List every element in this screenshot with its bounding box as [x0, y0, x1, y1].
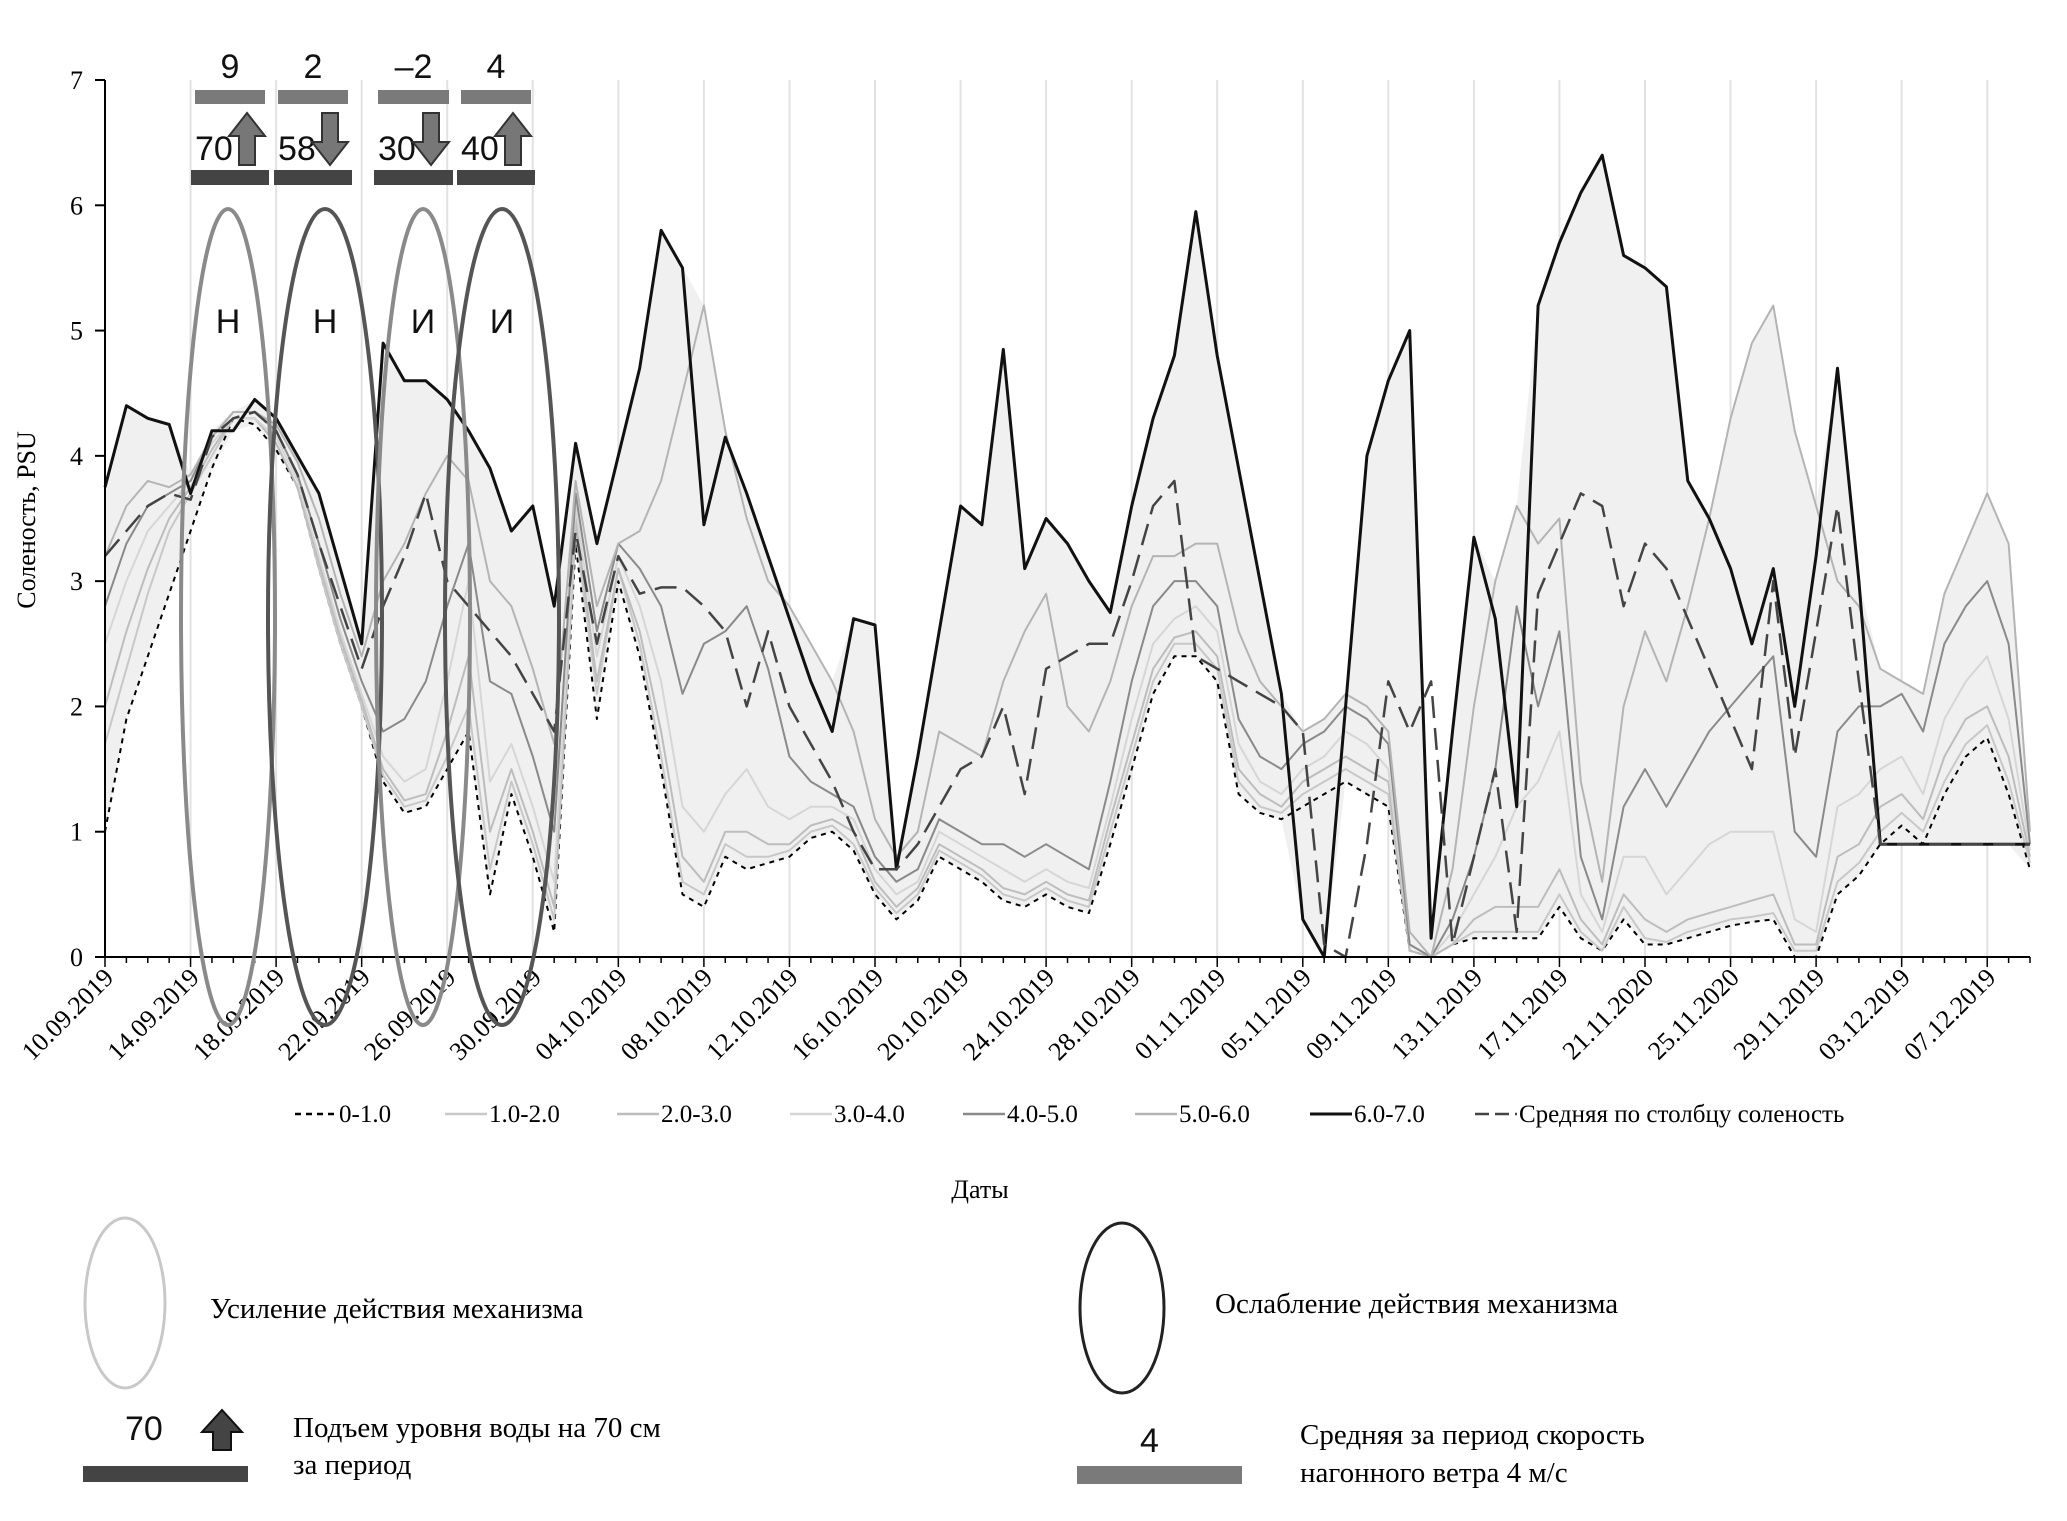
- legend-label: 1.0-2.0: [489, 1101, 560, 1128]
- weakening-ellipse-key: [1078, 1221, 1166, 1395]
- period-level-bar: [191, 170, 269, 185]
- wind-key-bar: [1077, 1466, 1242, 1484]
- y-tick-label: 0: [70, 943, 83, 972]
- level-key-bar: [83, 1466, 248, 1482]
- y-axis-label: Соленость, PSU: [12, 431, 41, 609]
- period-mark: Н: [313, 303, 338, 341]
- y-tick-label: 7: [70, 66, 83, 95]
- period-ellipse: [179, 207, 277, 1027]
- y-tick-label: 6: [70, 191, 83, 220]
- series-line-4: [104, 411, 2031, 958]
- range-fill: [105, 155, 2030, 957]
- legend-label: 6.0-7.0: [1354, 1101, 1425, 1128]
- legend-label: 4.0-5.0: [1007, 1101, 1078, 1128]
- period-level-value: 30: [378, 130, 416, 168]
- x-tick-label: 29.11.2019: [1728, 963, 1831, 1066]
- period-mark: И: [490, 303, 514, 341]
- y-tick-label: 4: [70, 442, 83, 471]
- period-level-value: 40: [461, 130, 499, 168]
- x-tick-label: 04.10.2019: [529, 963, 632, 1066]
- x-tick-label: 24.10.2019: [957, 963, 1060, 1066]
- x-tick-label: 16.10.2019: [786, 963, 889, 1066]
- x-tick-label: 28.10.2019: [1043, 963, 1146, 1066]
- arrow-up-icon: [492, 111, 534, 166]
- legend-label: Средняя по столбцу соленость: [1519, 1101, 1844, 1128]
- period-mark: Н: [216, 303, 241, 341]
- x-tick-label: 10.09.2019: [16, 963, 119, 1066]
- x-tick-label: 01.11.2019: [1129, 963, 1232, 1066]
- symbol-key: Усиление действия механизма Ослабление д…: [83, 1216, 1645, 1489]
- legend-label: 3.0-4.0: [834, 1101, 905, 1128]
- series-line-1: [104, 417, 2031, 958]
- x-tick-label: 20.10.2019: [872, 963, 975, 1066]
- period-level-bar: [457, 170, 535, 185]
- y-tick-label: 2: [70, 692, 83, 721]
- legend-label: 0-1.0: [339, 1101, 391, 1128]
- period-wind-bar: [278, 90, 348, 104]
- x-tick-label: 30.09.2019: [444, 963, 547, 1066]
- x-tick-label: 12.10.2019: [700, 963, 803, 1066]
- arrow-up-icon: [226, 111, 268, 166]
- period-level-bar: [374, 170, 453, 185]
- salinity-envelope: [105, 155, 2030, 957]
- x-tick-label: 03.12.2019: [1813, 963, 1916, 1066]
- level-key-text-2: за период: [293, 1449, 412, 1481]
- x-tick-label: 25.11.2020: [1642, 963, 1745, 1066]
- x-tick-label: 21.11.2020: [1557, 963, 1660, 1066]
- y-tick-label: 3: [70, 567, 83, 596]
- period-wind-bar: [195, 90, 265, 104]
- period-wind-value: 4: [487, 48, 506, 86]
- wind-key-value: 4: [1140, 1422, 1159, 1460]
- level-key-text-1: Подъем уровня воды на 70 см: [293, 1412, 661, 1444]
- series-line-7: [104, 410, 2030, 959]
- x-tick-label: 07.12.2019: [1898, 963, 2001, 1066]
- arrow-down-icon: [309, 112, 351, 167]
- x-axis-label: Даты: [951, 1175, 1008, 1204]
- strengthening-key-label: Усиление действия механизма: [210, 1293, 584, 1325]
- strengthening-ellipse-key: [83, 1216, 167, 1390]
- period-level-value: 70: [195, 130, 233, 168]
- period-ellipse: [266, 207, 384, 1027]
- period-mark: И: [411, 303, 435, 341]
- legend-label: 2.0-3.0: [661, 1101, 732, 1128]
- x-tick-label: 09.11.2019: [1300, 963, 1403, 1066]
- arrow-up-icon: [199, 1408, 245, 1451]
- period-wind-bar: [461, 90, 531, 104]
- period-wind-value: –2: [395, 48, 433, 86]
- series-legend: 0-1.0 1.0-2.0 2.0-3.0 3.0-4.0 4.0-5.0 5.0-6.0…: [295, 1101, 1844, 1128]
- period-wind-value: 9: [221, 48, 240, 86]
- x-tick-label: 22.09.2019: [273, 963, 376, 1066]
- series-lines: [103, 153, 2031, 959]
- series-line-6: [103, 153, 2030, 959]
- legend-label: 5.0-6.0: [1179, 1101, 1250, 1128]
- series-line-3: [104, 417, 2031, 958]
- wind-key-text-1: Средняя за период скорость: [1300, 1419, 1645, 1451]
- period-ellipse: [374, 207, 472, 1027]
- period-wind-value: 2: [304, 48, 323, 86]
- x-tick-label: 05.11.2019: [1214, 963, 1317, 1066]
- weakening-key-label: Ослабление действия механизма: [1215, 1288, 1618, 1320]
- level-key-value: 70: [125, 1410, 163, 1448]
- period-ellipse: [443, 207, 561, 1027]
- wind-key-text-2: нагонного ветра 4 м/с: [1300, 1457, 1568, 1489]
- y-tick-label: 5: [70, 317, 83, 346]
- x-tick-label: 13.11.2019: [1386, 963, 1489, 1066]
- arrow-down-icon: [410, 112, 452, 167]
- period-wind-bar: [378, 90, 449, 104]
- period-annotations: Н 9 70 Н 2 58 И –2 30 И 4 40: [179, 48, 561, 1027]
- period-level-value: 58: [278, 130, 316, 168]
- series-line-0: [104, 417, 2031, 958]
- x-tick-label: 14.09.2019: [102, 963, 205, 1066]
- series-line-2: [104, 417, 2031, 958]
- x-tick-label: 17.11.2019: [1471, 963, 1574, 1066]
- period-level-bar: [274, 170, 352, 185]
- y-tick-label: 1: [70, 818, 83, 847]
- x-tick-label: 08.10.2019: [615, 963, 718, 1066]
